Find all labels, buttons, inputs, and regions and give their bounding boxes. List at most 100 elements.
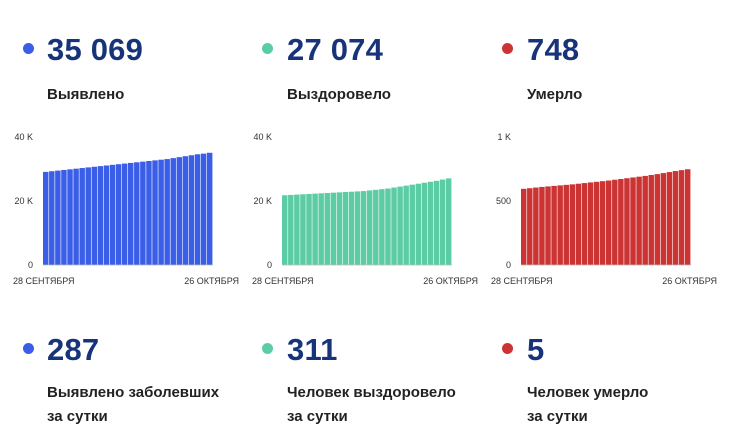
chart-died-svg: 1 K 500 0 28 СЕНТЯБРЯ 26 ОКТЯБРЯ [491,132,717,286]
bar [385,188,391,265]
recovered-dot-icon [262,43,273,54]
daily-recovered-label-line2: за сутки [287,408,348,425]
bar [563,184,569,265]
bar [115,164,122,265]
bar [170,158,176,265]
bar [91,166,98,265]
y-tick-label: 40 K [253,132,272,142]
bar [194,154,201,265]
bar [97,166,104,265]
bar [49,171,55,265]
bar [200,153,207,265]
bar [79,168,85,265]
bar [593,181,600,265]
bar [300,194,306,265]
bar [521,188,527,265]
bar [103,165,110,265]
bar [666,172,673,265]
bar [342,192,349,265]
y-tick-label: 500 [496,196,511,206]
bar [109,164,116,265]
daily-recovered-dot-icon [262,343,273,354]
y-tick-label: 40 K [14,132,33,142]
died-dot-icon [502,43,513,54]
bar [61,169,67,265]
bar [73,168,79,265]
bar [618,178,624,265]
chart-recovered: 40 K 20 K 0 28 СЕНТЯБРЯ 26 ОКТЯБРЯ [249,126,489,286]
y-tick-label: 20 K [253,196,272,206]
bar [642,175,648,265]
bar [294,194,300,265]
detected-total-value: 35 069 [47,32,144,67]
bar [43,171,49,265]
bar [121,163,128,265]
daily-recovered-value: 311 [287,332,338,367]
bar [288,194,294,265]
bar [545,186,551,265]
bar [206,152,213,265]
bar [354,191,361,265]
bar [581,183,588,265]
recovered-total-value: 27 074 [287,32,384,67]
chart-detected-svg: 40 K 20 K 0 28 СЕНТЯБРЯ 26 ОКТЯБРЯ [13,132,239,286]
bar [527,188,533,265]
y-tick-label: 20 K [14,196,33,206]
bar [379,189,385,265]
daily-detected-value: 287 [47,332,100,367]
bar [336,192,343,265]
bar [439,179,446,265]
bar [445,178,452,265]
bar [606,180,612,265]
y-tick-label: 1 K [497,132,511,142]
chart-recovered-svg: 40 K 20 K 0 28 СЕНТЯБРЯ 26 ОКТЯБРЯ [252,132,478,286]
bar [648,175,654,265]
daily-recovered-label-line1: Человек выздоровело [287,384,456,401]
bar [427,181,434,265]
x-end-date-label: 26 ОКТЯБРЯ [662,276,717,286]
bar [373,189,379,265]
x-end-date-label: 26 ОКТЯБРЯ [423,276,478,286]
bar [599,181,606,265]
bar [188,155,195,265]
bar [539,186,545,265]
detected-total-label: Выявлено [47,86,125,103]
bar [630,177,636,265]
bar [306,193,312,265]
bar [164,159,170,265]
bar [551,185,557,265]
chart-detected: 40 K 20 K 0 28 СЕНТЯБРЯ 26 ОКТЯБРЯ [10,126,250,286]
bar [312,193,318,265]
bar [672,171,679,265]
bar [612,179,618,265]
bar [397,186,403,265]
bar [533,187,539,265]
bar [324,193,330,265]
bar [318,193,324,265]
daily-died-label-line2: за сутки [527,408,588,425]
daily-died-value: 5 [527,332,545,367]
died-total-value: 748 [527,32,580,67]
bar [182,156,189,265]
bar [146,161,152,265]
bar [330,192,337,265]
bar [587,182,594,265]
bar [569,184,576,265]
bar [391,187,397,265]
y-tick-label: 0 [267,260,272,270]
daily-died-label-line1: Человек умерло [527,384,649,401]
x-end-date-label: 26 ОКТЯБРЯ [184,276,239,286]
bar [421,182,428,265]
bar [176,157,183,265]
bar [415,183,422,265]
chart-died: 1 K 500 0 28 СЕНТЯБРЯ 26 ОКТЯБРЯ [488,126,728,286]
daily-died-dot-icon [502,343,513,354]
detected-dot-icon [23,43,34,54]
bar [433,180,440,265]
x-start-date-label: 28 СЕНТЯБРЯ [13,276,75,286]
y-tick-label: 0 [506,260,511,270]
bar [624,178,630,265]
bar [134,162,140,265]
bar [654,174,661,265]
recovered-total-label: Выздоровело [287,86,391,103]
